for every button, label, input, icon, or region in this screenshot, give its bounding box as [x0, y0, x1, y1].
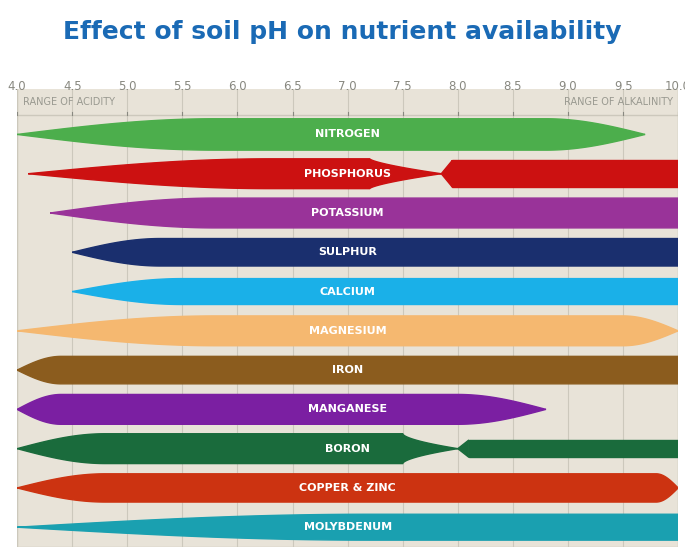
Polygon shape — [17, 514, 678, 540]
Text: 7.0: 7.0 — [338, 80, 357, 93]
Text: Effect of soil pH on nutrient availability: Effect of soil pH on nutrient availabili… — [63, 20, 622, 44]
Polygon shape — [28, 159, 441, 189]
Polygon shape — [17, 434, 458, 464]
Text: 8.5: 8.5 — [503, 80, 522, 93]
Polygon shape — [17, 474, 678, 502]
Text: MANGANESE: MANGANESE — [308, 405, 387, 415]
Text: 4.0: 4.0 — [8, 80, 27, 93]
Polygon shape — [50, 198, 678, 228]
Text: 9.0: 9.0 — [559, 80, 577, 93]
Text: CALCIUM: CALCIUM — [320, 287, 375, 296]
Text: 9.5: 9.5 — [614, 80, 632, 93]
Polygon shape — [458, 440, 469, 458]
Text: RANGE OF ALKALINITY: RANGE OF ALKALINITY — [564, 97, 673, 107]
Text: RANGE OF ACIDITY: RANGE OF ACIDITY — [23, 97, 114, 107]
Text: 6.5: 6.5 — [283, 80, 302, 93]
Text: 10.0: 10.0 — [665, 80, 685, 93]
Polygon shape — [72, 278, 678, 305]
Text: SULPHUR: SULPHUR — [319, 247, 377, 257]
Polygon shape — [17, 357, 678, 384]
Text: 6.0: 6.0 — [228, 80, 247, 93]
Text: POTASSIUM: POTASSIUM — [312, 208, 384, 218]
Text: MOLYBDENUM: MOLYBDENUM — [303, 522, 392, 532]
Text: COPPER & ZINC: COPPER & ZINC — [299, 483, 396, 493]
Text: NITROGEN: NITROGEN — [315, 129, 380, 140]
Text: 8.0: 8.0 — [449, 80, 467, 93]
Polygon shape — [17, 395, 546, 424]
Text: PHOSPHORUS: PHOSPHORUS — [304, 169, 391, 179]
Text: BORON: BORON — [325, 444, 370, 454]
Polygon shape — [17, 119, 645, 150]
Text: 7.5: 7.5 — [393, 80, 412, 93]
Text: 5.5: 5.5 — [173, 80, 192, 93]
Polygon shape — [441, 160, 452, 187]
Polygon shape — [469, 440, 678, 458]
Text: 5.0: 5.0 — [118, 80, 136, 93]
Polygon shape — [452, 160, 678, 187]
Polygon shape — [17, 316, 678, 346]
Polygon shape — [72, 238, 678, 266]
Text: MAGNESIUM: MAGNESIUM — [309, 326, 386, 336]
Text: 4.5: 4.5 — [63, 80, 82, 93]
Text: IRON: IRON — [332, 365, 363, 375]
